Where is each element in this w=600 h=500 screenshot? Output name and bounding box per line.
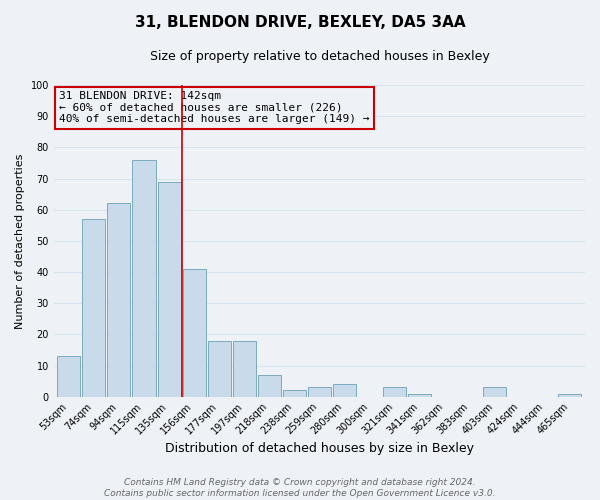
Bar — [158, 182, 181, 396]
Bar — [408, 394, 431, 396]
Bar — [233, 340, 256, 396]
Text: 31 BLENDON DRIVE: 142sqm
← 60% of detached houses are smaller (226)
40% of semi-: 31 BLENDON DRIVE: 142sqm ← 60% of detach… — [59, 91, 370, 124]
Bar — [383, 388, 406, 396]
Bar — [258, 375, 281, 396]
Bar — [483, 388, 506, 396]
Bar — [57, 356, 80, 397]
Text: 31, BLENDON DRIVE, BEXLEY, DA5 3AA: 31, BLENDON DRIVE, BEXLEY, DA5 3AA — [134, 15, 466, 30]
Bar — [107, 204, 130, 396]
Bar — [208, 340, 230, 396]
Y-axis label: Number of detached properties: Number of detached properties — [15, 153, 25, 328]
Bar — [182, 269, 206, 396]
Bar — [133, 160, 155, 396]
Bar — [559, 394, 581, 396]
Text: Contains HM Land Registry data © Crown copyright and database right 2024.
Contai: Contains HM Land Registry data © Crown c… — [104, 478, 496, 498]
Bar — [82, 219, 106, 396]
Bar — [283, 390, 306, 396]
Title: Size of property relative to detached houses in Bexley: Size of property relative to detached ho… — [149, 50, 489, 63]
Bar — [333, 384, 356, 396]
Bar — [308, 388, 331, 396]
X-axis label: Distribution of detached houses by size in Bexley: Distribution of detached houses by size … — [165, 442, 474, 455]
